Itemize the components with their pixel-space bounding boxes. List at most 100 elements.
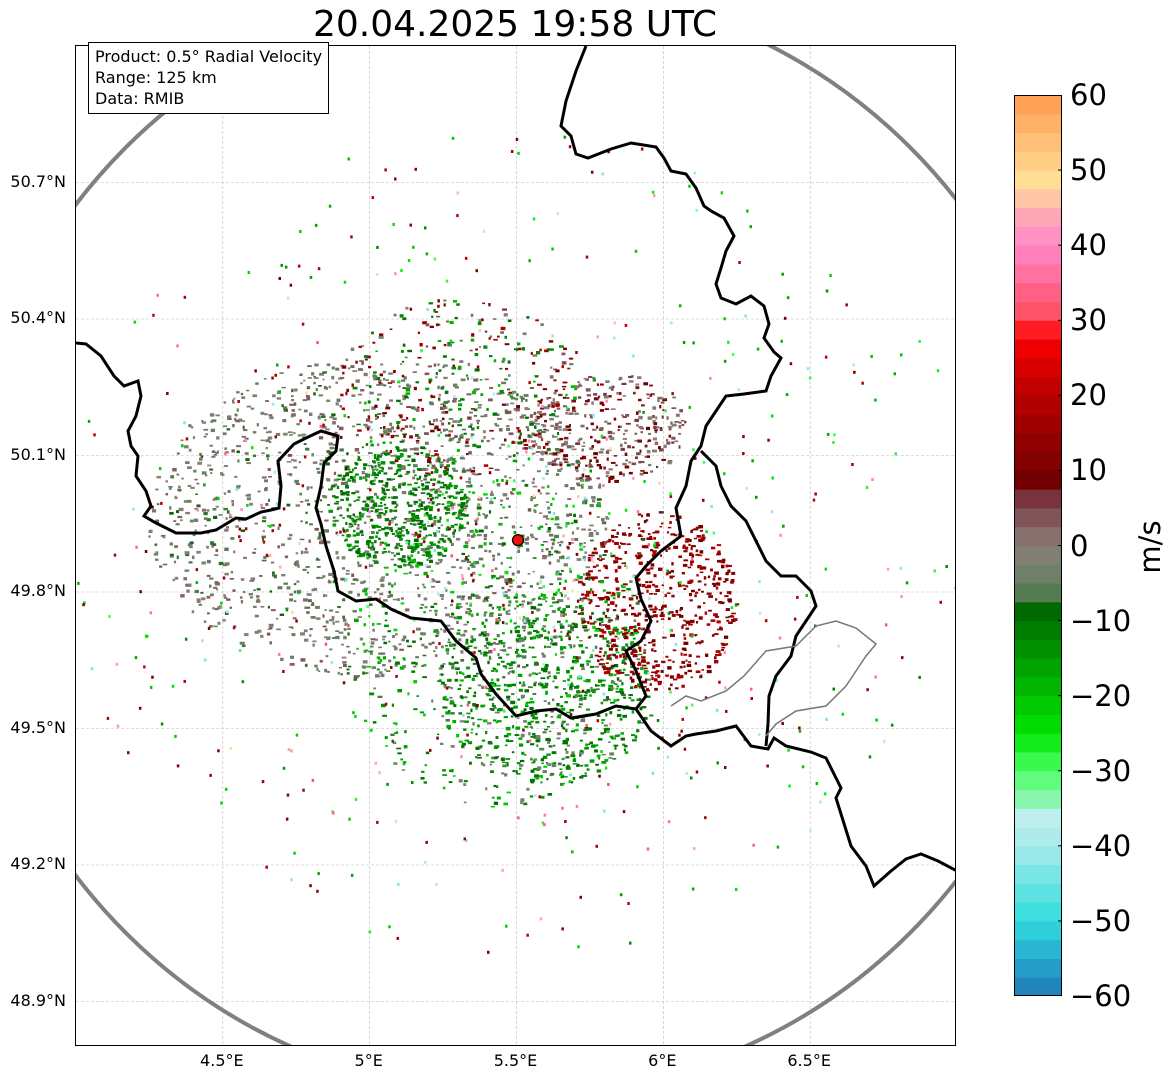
- echo-gate: [662, 604, 667, 608]
- echo-gate: [347, 468, 351, 471]
- echo-gate: [467, 596, 472, 600]
- echo-gate: [470, 423, 473, 426]
- echo-gate: [469, 602, 472, 606]
- echo-gate: [443, 400, 449, 404]
- echo-gate: [438, 642, 441, 646]
- echo-gate: [249, 502, 253, 506]
- echo-gate: [372, 341, 376, 344]
- echo-gate: [554, 448, 560, 451]
- echo-gate: [564, 440, 568, 443]
- echo-gate: [424, 764, 427, 767]
- echo-gate: [766, 764, 769, 768]
- echo-gate: [523, 620, 528, 625]
- echo-gate: [543, 596, 548, 599]
- echo-gate: [351, 573, 355, 577]
- echo-gate: [382, 714, 387, 717]
- echo-gate: [577, 484, 582, 487]
- echo-gate: [549, 553, 554, 556]
- echo-gate: [738, 261, 741, 264]
- echo-gate: [501, 868, 504, 872]
- echo-gate: [528, 622, 531, 626]
- echo-gate: [331, 484, 336, 488]
- echo-gate: [543, 823, 546, 827]
- echo-gate: [198, 603, 203, 606]
- echo-gate: [155, 551, 159, 555]
- echo-gate: [562, 764, 566, 767]
- echo-gate: [530, 446, 534, 450]
- echo-gate: [589, 599, 593, 603]
- echo-gate: [266, 458, 269, 461]
- echo-gate: [366, 496, 370, 500]
- echo-gate: [532, 716, 535, 720]
- echo-gate: [267, 498, 270, 502]
- echo-gate: [365, 649, 369, 652]
- echo-gate: [373, 687, 377, 690]
- echo-gate: [595, 605, 600, 607]
- echo-gate: [362, 642, 366, 646]
- echo-gate: [475, 674, 478, 678]
- echo-gate: [402, 343, 406, 347]
- echo-gate: [554, 686, 559, 689]
- echo-gate: [492, 392, 496, 396]
- echo-gate: [637, 663, 642, 666]
- echo-gate: [220, 472, 224, 476]
- echo-gate: [461, 552, 466, 555]
- echo-gate: [456, 558, 459, 561]
- echo-gate: [585, 388, 591, 392]
- echo-gate: [655, 544, 661, 547]
- echo-gate: [591, 445, 594, 449]
- echo-gate: [626, 646, 630, 648]
- echo-gate: [327, 504, 330, 506]
- echo-gate: [594, 749, 598, 753]
- echo-gate: [543, 515, 549, 518]
- echo-gate: [416, 517, 420, 520]
- echo-gate: [445, 512, 451, 514]
- echo-gate: [585, 679, 591, 683]
- echo-gate: [451, 566, 456, 569]
- echo-gate: [633, 637, 636, 640]
- echo-gate: [543, 629, 547, 632]
- echo-gate: [333, 478, 339, 482]
- echo-gate: [431, 315, 434, 318]
- echo-gate: [683, 633, 686, 637]
- echo-gate: [397, 527, 403, 531]
- echo-gate: [717, 559, 722, 563]
- echo-gate: [364, 550, 369, 554]
- radar-site-marker[interactable]: [511, 534, 525, 547]
- echo-gate: [603, 699, 608, 702]
- echo-gate: [375, 350, 378, 353]
- echo-gate: [458, 606, 463, 608]
- echo-gate: [598, 774, 601, 778]
- echo-gate: [504, 378, 508, 381]
- echo-gate: [286, 586, 291, 590]
- echo-gate: [695, 591, 699, 594]
- echo-gate: [425, 505, 430, 507]
- echo-gate: [449, 701, 455, 705]
- echo-gate: [612, 432, 615, 435]
- echo-gate: [414, 474, 417, 477]
- echo-gate: [557, 588, 560, 592]
- echo-gate: [547, 631, 550, 634]
- echo-gate: [484, 378, 489, 381]
- echo-gate: [560, 467, 563, 470]
- echo-gate: [728, 599, 732, 603]
- echo-gate: [394, 516, 398, 518]
- echo-gate: [459, 671, 462, 674]
- echo-gate: [602, 554, 607, 556]
- echo-gate: [548, 745, 553, 748]
- echo-gate: [611, 631, 615, 635]
- echo-gate: [530, 351, 533, 355]
- echo-gate: [505, 479, 509, 483]
- echo-gate: [326, 478, 331, 482]
- echo-gate: [490, 805, 495, 808]
- echo-gate: [504, 744, 508, 747]
- radar-map[interactable]: [75, 45, 956, 1046]
- echo-gate: [433, 650, 436, 652]
- echo-gate: [616, 685, 619, 688]
- echo-gate: [273, 574, 277, 579]
- echo-gate: [434, 425, 439, 429]
- echo-gate: [447, 343, 452, 347]
- echo-gate: [482, 633, 487, 637]
- echo-gate: [494, 745, 500, 748]
- echo-gate: [528, 646, 532, 649]
